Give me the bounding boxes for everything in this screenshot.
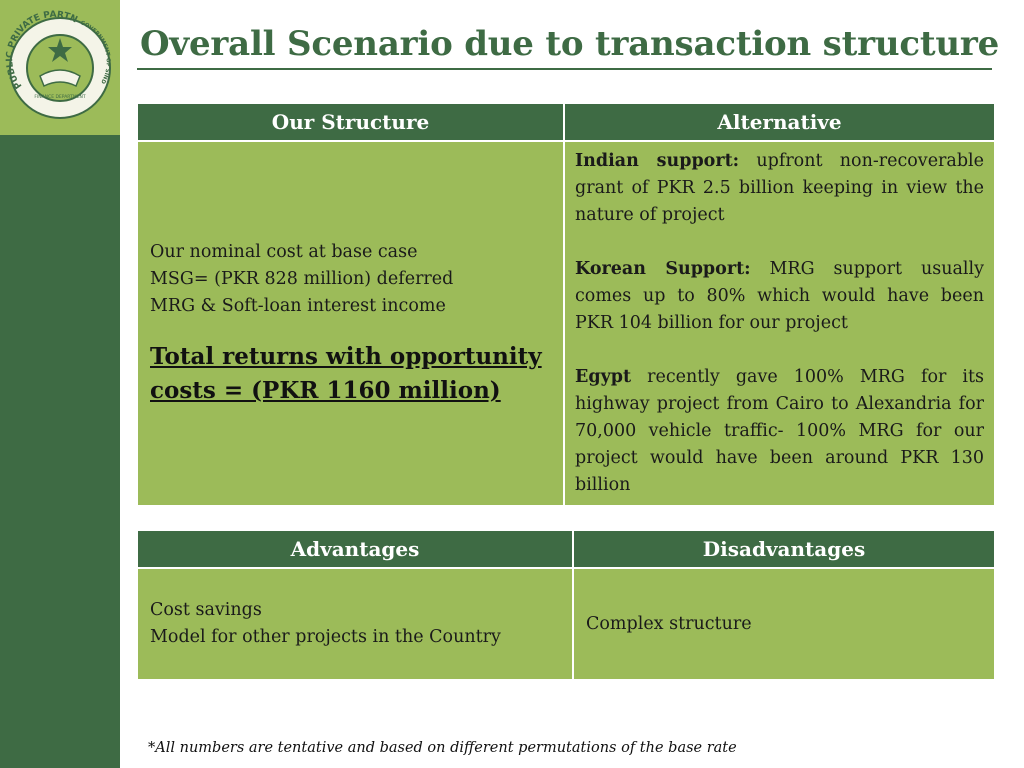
alternative-korean: Korean Support: MRG support usually come…: [575, 256, 984, 337]
header-advantages: Advantages: [136, 529, 574, 569]
sidebar-bottom-band: [0, 135, 120, 768]
disadvantages-cell: Complex structure: [572, 567, 996, 681]
advantage-item: Cost savings: [150, 600, 262, 620]
our-structure-line: MSG= (PKR 828 million) deferred: [150, 269, 454, 289]
alternative-label: Korean Support:: [575, 259, 751, 279]
disadvantage-item: Complex structure: [586, 613, 752, 634]
alternative-egypt: Egypt recently gave 100% MRG for its hig…: [575, 364, 984, 499]
alternative-label: Egypt: [575, 367, 632, 387]
title-underline: [137, 68, 992, 70]
pros-cons-body-row: Cost savings Model for other projects in…: [136, 567, 996, 681]
comparison-body-row: Our nominal cost at base case MSG= (PKR …: [136, 140, 996, 507]
comparison-table: Our Structure Alternative Our nominal co…: [136, 102, 996, 507]
our-structure-cell: Our nominal cost at base case MSG= (PKR …: [136, 140, 565, 507]
advantage-item: Model for other projects in the Country: [150, 627, 501, 647]
pros-cons-table: Advantages Disadvantages Cost savings Mo…: [136, 529, 996, 681]
slide-title: Overall Scenario due to transaction stru…: [140, 24, 1000, 64]
header-alternative: Alternative: [563, 102, 996, 142]
total-returns-text: Total returns with opportunity costs = (…: [150, 343, 542, 404]
alternative-text: upfront non-recoverable grant of PKR 2.5…: [575, 151, 985, 225]
header-our-structure: Our Structure: [136, 102, 565, 142]
comparison-header-row: Our Structure Alternative: [136, 102, 996, 142]
emblem-handshake-icon: PUBLIC PRIVATE PARTNERSHIP UNIT GOVERNME…: [4, 6, 111, 119]
alternative-indian: Indian support: upfront non-recoverable …: [575, 148, 984, 229]
alternative-text: recently gave 100% MRG for its highway p…: [575, 367, 984, 495]
our-structure-line: Our nominal cost at base case: [150, 242, 418, 262]
alternative-cell: Indian support: upfront non-recoverable …: [563, 140, 996, 507]
alternative-text: MRG support usually comes up to 80% whic…: [575, 259, 984, 333]
header-disadvantages: Disadvantages: [572, 529, 996, 569]
pros-cons-header-row: Advantages Disadvantages: [136, 529, 996, 569]
alternative-label: Indian support:: [575, 151, 740, 171]
our-structure-line: MRG & Soft-loan interest income: [150, 296, 446, 316]
advantages-cell: Cost savings Model for other projects in…: [136, 567, 574, 681]
logo-inner-text: FINANCE DEPARTMENT: [34, 94, 86, 100]
footnote: *All numbers are tentative and based on …: [148, 740, 737, 756]
